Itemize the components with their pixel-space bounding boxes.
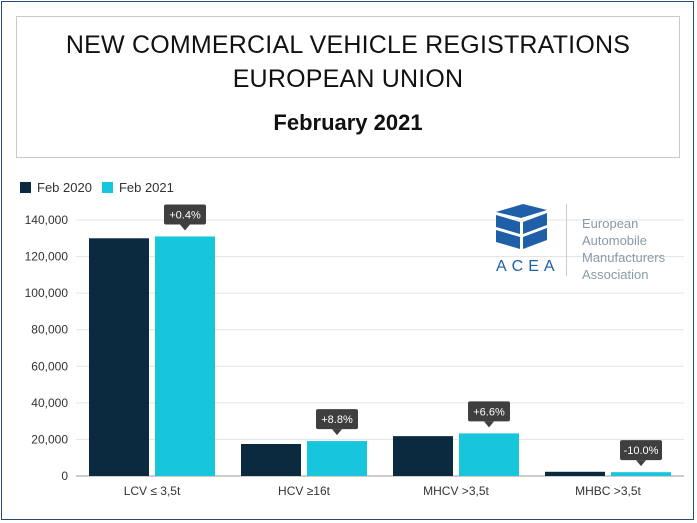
change-label-bubble — [316, 409, 358, 430]
x-tick-label: HCV ≥16t — [278, 484, 331, 498]
change-label-pointer — [180, 224, 190, 231]
y-tick-label: 100,000 — [25, 286, 69, 300]
y-tick-label: 20,000 — [31, 432, 68, 446]
change-label-bubble — [620, 440, 662, 461]
change-label-pointer — [636, 460, 646, 467]
change-label-pointer — [332, 429, 342, 436]
x-tick-label: MHCV >3,5t — [423, 484, 489, 498]
acea-logo-icon — [496, 204, 547, 249]
bar — [393, 436, 453, 476]
bar — [89, 238, 149, 476]
y-tick-label: 0 — [61, 469, 68, 483]
logo-divider — [566, 204, 567, 276]
y-tick-label: 40,000 — [31, 396, 68, 410]
acea-org-line4: Association — [582, 267, 649, 282]
bar — [155, 236, 215, 476]
change-label-pointer — [484, 421, 494, 428]
bar — [545, 471, 605, 476]
legend-item-feb-2021: Feb 2021 — [101, 179, 174, 195]
change-label-bubble — [164, 204, 206, 225]
acea-org-name: European Automobile Manufacturers Associ… — [582, 215, 665, 283]
bar — [241, 444, 301, 476]
change-label: -10.0% — [624, 445, 659, 457]
legend-label-feb-2021: Feb 2021 — [118, 179, 174, 195]
acea-wordmark: ACEA — [496, 258, 560, 275]
legend-label-feb-2020: Feb 2020 — [37, 179, 92, 195]
legend-item-feb-2020: Feb 2020 — [20, 180, 92, 195]
acea-org-line3: Manufacturers — [582, 250, 666, 265]
y-tick-label: 120,000 — [25, 250, 69, 264]
label-layer: LCV ≤ 3,5t +0.4% HCV ≥16t +8.8% MHCV >3,5t +6… — [124, 204, 662, 498]
y-tick-label: 140,000 — [25, 213, 69, 227]
title-box: NEW COMMERCIAL VEHICLE REGISTRATIONS EUR… — [16, 16, 680, 158]
acea-org-line2: Automobile — [582, 233, 648, 248]
chart-subtitle: February 2021 — [273, 110, 423, 135]
legend: Feb 2020 Feb 2021 — [20, 179, 184, 195]
change-label: +6.6% — [473, 406, 505, 418]
chart-title-line1: NEW COMMERCIAL VEHICLE REGISTRATIONS — [65, 31, 631, 59]
bar-layer — [89, 236, 671, 476]
chart-title-line2: EUROPEAN UNION — [232, 65, 464, 93]
y-tick-label: 60,000 — [31, 359, 68, 373]
x-tick-label: LCV ≤ 3,5t — [124, 484, 181, 498]
bar — [459, 433, 519, 476]
x-tick-label: MHBC >3,5t — [575, 484, 641, 498]
bar — [307, 441, 367, 476]
legend-swatch-feb-2021 — [101, 181, 113, 193]
bar — [611, 472, 671, 476]
legend-swatch-feb-2020 — [20, 181, 31, 193]
change-label: +8.8% — [321, 414, 353, 426]
acea-org-line1: European — [582, 216, 639, 231]
y-tick-label: 80,000 — [31, 323, 68, 337]
change-label: +0.4% — [169, 209, 201, 221]
change-label-bubble — [468, 401, 510, 422]
